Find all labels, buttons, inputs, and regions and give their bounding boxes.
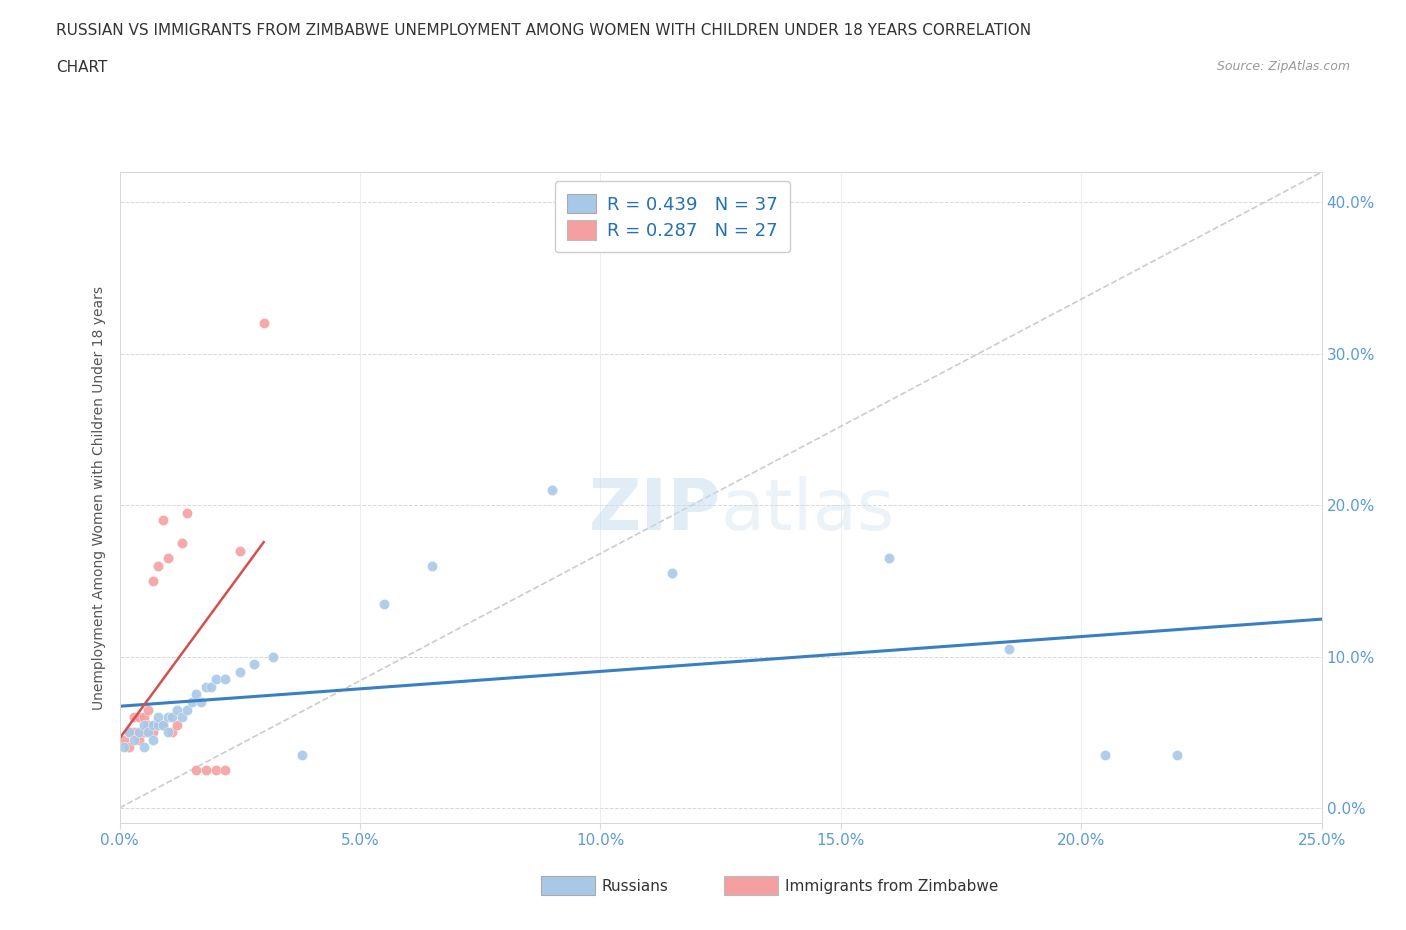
Point	[541, 483, 564, 498]
Text: Source: ZipAtlas.com: Source: ZipAtlas.com	[1216, 60, 1350, 73]
Point	[170, 536, 193, 551]
Legend: R = 0.439   N = 37, R = 0.287   N = 27: R = 0.439 N = 37, R = 0.287 N = 27	[554, 181, 790, 252]
Point	[162, 724, 184, 739]
Text: Russians: Russians	[602, 879, 669, 894]
Point	[373, 596, 395, 611]
Point	[195, 763, 218, 777]
Point	[162, 710, 184, 724]
Point	[142, 717, 165, 732]
Point	[253, 316, 276, 331]
Point	[243, 657, 266, 671]
Point	[1166, 748, 1188, 763]
Point	[186, 763, 208, 777]
Point	[214, 763, 236, 777]
Point	[262, 649, 284, 664]
Point	[877, 551, 900, 565]
Point	[146, 710, 169, 724]
Point	[176, 702, 198, 717]
Point	[152, 717, 174, 732]
Point	[146, 717, 169, 732]
Point	[112, 732, 135, 747]
Point	[186, 687, 208, 702]
Point	[146, 558, 169, 573]
Y-axis label: Unemployment Among Women with Children Under 18 years: Unemployment Among Women with Children U…	[93, 286, 107, 710]
Point	[195, 679, 218, 694]
Point	[1094, 748, 1116, 763]
Point	[132, 724, 155, 739]
Point	[180, 695, 202, 710]
Point	[156, 551, 179, 565]
Point	[132, 740, 155, 755]
Point	[166, 702, 188, 717]
Point	[118, 724, 141, 739]
Point	[152, 717, 174, 732]
Point	[190, 695, 212, 710]
Point	[204, 763, 226, 777]
Point	[118, 724, 141, 739]
Point	[176, 505, 198, 520]
Text: CHART: CHART	[56, 60, 108, 75]
Point	[420, 558, 443, 573]
Point	[156, 724, 179, 739]
Text: RUSSIAN VS IMMIGRANTS FROM ZIMBABWE UNEMPLOYMENT AMONG WOMEN WITH CHILDREN UNDER: RUSSIAN VS IMMIGRANTS FROM ZIMBABWE UNEM…	[56, 23, 1032, 38]
Point	[998, 642, 1021, 657]
Point	[170, 710, 193, 724]
Point	[132, 717, 155, 732]
Point	[166, 717, 188, 732]
Point	[132, 710, 155, 724]
Point	[118, 740, 141, 755]
Point	[228, 543, 252, 558]
Point	[200, 679, 222, 694]
Point	[156, 710, 179, 724]
Point	[128, 732, 150, 747]
Point	[142, 732, 165, 747]
Point	[122, 710, 145, 724]
Point	[152, 512, 174, 527]
Point	[128, 724, 150, 739]
Text: Immigrants from Zimbabwe: Immigrants from Zimbabwe	[785, 879, 998, 894]
Point	[661, 565, 683, 580]
Point	[204, 671, 226, 686]
Text: atlas: atlas	[720, 476, 896, 545]
Point	[138, 717, 160, 732]
Text: ZIP: ZIP	[588, 476, 720, 545]
Point	[142, 724, 165, 739]
Point	[138, 702, 160, 717]
Point	[291, 748, 314, 763]
Point	[214, 671, 236, 686]
Point	[112, 740, 135, 755]
Point	[142, 574, 165, 589]
Point	[128, 710, 150, 724]
Point	[122, 724, 145, 739]
Point	[138, 724, 160, 739]
Point	[228, 664, 252, 679]
Point	[122, 732, 145, 747]
